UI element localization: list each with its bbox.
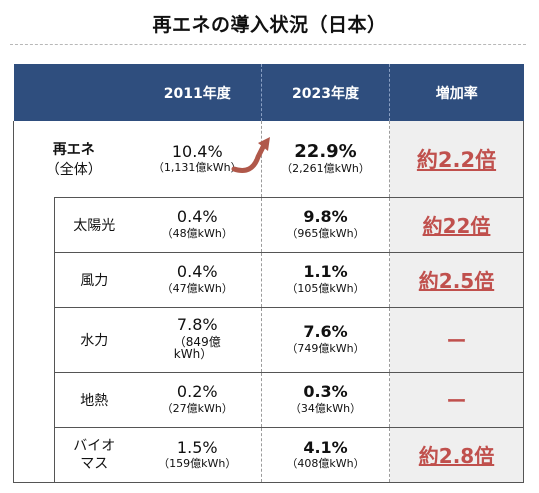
pct-2023: 0.3%: [303, 382, 348, 402]
pct-2023: 4.1%: [303, 437, 348, 457]
ratio-value: 約2.5倍: [418, 269, 495, 293]
kwh-2011: （159億kWh）: [158, 457, 237, 471]
value-2011: 0.4% （48億kWh）: [133, 196, 262, 252]
header-ratio: 増加率: [389, 64, 524, 121]
header-2011: 2011年度: [133, 64, 262, 121]
page-title: 再エネの導入状況（日本）: [152, 14, 387, 36]
value-2023: 9.8% （965億kWh）: [261, 196, 390, 252]
increase-arrow-icon: [231, 137, 270, 173]
header-2023: 2023年度: [261, 64, 390, 121]
row-label: 地熱: [13, 372, 134, 427]
table-header-row: 2011年度 2023年度 増加率: [13, 64, 524, 121]
ratio-cell: ー: [389, 306, 524, 372]
row-name: 水力: [54, 307, 134, 372]
value-2011: 7.8% （849億 kWh）: [133, 306, 262, 372]
ratio-value: 約2.8倍: [418, 444, 495, 469]
value-2011: 0.4% （47億kWh）: [133, 251, 262, 307]
table-row: 水力 7.8% （849億 kWh） 7.6% （749億kWh） ー: [13, 306, 524, 372]
kwh-2023: （965億kWh）: [286, 227, 365, 241]
kwh-2011: （27億kWh）: [161, 402, 233, 416]
row-name: 太陽光: [54, 197, 134, 252]
table-row: 地熱 0.2% （27億kWh） 0.3% （34億kWh） ー: [13, 371, 524, 427]
row-name: 再エネ: [52, 142, 95, 158]
row-name: バイオ マス: [54, 427, 134, 482]
kwh-2023: （105億kWh）: [286, 282, 365, 296]
value-2011: 10.4% （1,131億kWh）: [134, 121, 262, 197]
table-row: 再エネ （全体） 10.4% （1,131億kWh） 22.9% （2,261億…: [13, 121, 524, 197]
row-label: 風力: [13, 252, 134, 307]
kwh-2023: （2,261億kWh）: [281, 162, 370, 176]
kwh-2011: （1,131億kWh）: [152, 161, 242, 175]
title-divider: [10, 44, 526, 45]
ratio-cell: ー: [389, 371, 524, 427]
pct-2011: 0.4%: [176, 262, 218, 282]
ratio-cell: 約22倍: [389, 196, 524, 252]
table-row: 風力 0.4% （47億kWh） 1.1% （105億kWh） 約2.5倍: [13, 251, 524, 307]
value-2023: 0.3% （34億kWh）: [261, 371, 390, 427]
row-name-sub: （全体）: [45, 162, 102, 178]
table-row: バイオ マス 1.5% （159億kWh） 4.1% （408億kWh） 約2.…: [13, 426, 524, 483]
ratio-cell: 約2.8倍: [389, 426, 524, 483]
ratio-cell: 約2.2倍: [389, 121, 524, 197]
kwh-2011: （849億 kWh）: [173, 334, 221, 362]
row-label: 太陽光: [13, 197, 134, 252]
value-2011: 1.5% （159億kWh）: [133, 426, 262, 483]
row-label: バイオ マス: [13, 427, 134, 483]
ratio-cell: 約2.5倍: [389, 251, 524, 307]
pct-2011: 0.2%: [176, 382, 218, 402]
pct-2011: 7.8%: [176, 314, 218, 334]
pct-2023: 1.1%: [303, 262, 348, 282]
row-name: 風力: [54, 252, 134, 307]
pct-2011: 0.4%: [176, 207, 218, 227]
row-label: 再エネ （全体）: [13, 121, 134, 197]
row-name: 地熱: [54, 372, 134, 427]
kwh-2023: （34億kWh）: [289, 402, 362, 416]
row-label: 水力: [13, 307, 134, 372]
value-2023: 22.9% （2,261億kWh）: [231, 121, 390, 197]
pct-2023: 7.6%: [303, 322, 348, 342]
value-2011: 0.2% （27億kWh）: [133, 371, 262, 427]
value-2023: 1.1% （105億kWh）: [261, 251, 390, 307]
pct-2011: 1.5%: [176, 437, 218, 457]
kwh-2011: （48億kWh）: [161, 227, 233, 241]
ratio-value: 約2.2倍: [416, 147, 497, 172]
kwh-2023: （749億kWh）: [286, 342, 365, 356]
table-row: 太陽光 0.4% （48億kWh） 9.8% （965億kWh） 約22倍: [13, 196, 524, 252]
energy-table: 2011年度 2023年度 増加率 再エネ （全体） 10.4% （1,131億…: [13, 64, 524, 483]
value-2023: 7.6% （749億kWh）: [261, 306, 390, 372]
header-empty: [13, 64, 134, 121]
ratio-value: ー: [446, 329, 467, 353]
pct-2023: 22.9%: [294, 140, 357, 162]
ratio-value: 約22倍: [422, 214, 491, 238]
kwh-2023: （408億kWh）: [286, 457, 365, 471]
kwh-2011: （47億kWh）: [161, 282, 233, 296]
ratio-value: ー: [446, 389, 467, 413]
pct-2023: 9.8%: [303, 207, 348, 227]
pct-2011: 10.4%: [171, 141, 223, 161]
value-2023: 4.1% （408億kWh）: [261, 426, 390, 483]
